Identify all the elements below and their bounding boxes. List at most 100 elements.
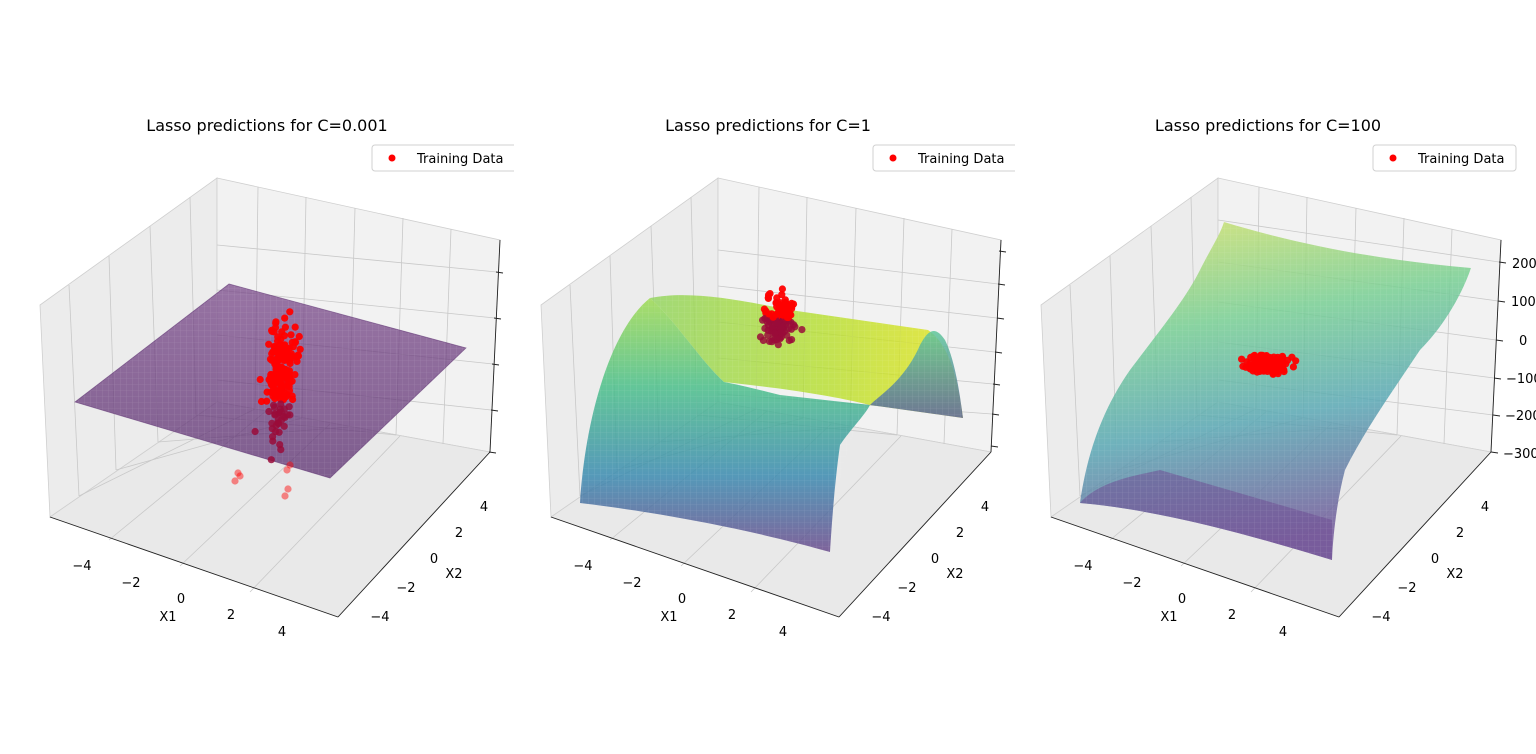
data-point	[1250, 352, 1258, 360]
data-point	[1289, 363, 1297, 371]
y-tick-label: 0	[931, 552, 939, 567]
data-point	[280, 332, 288, 340]
data-point	[766, 290, 774, 298]
data-point	[268, 350, 276, 358]
data-point	[1262, 358, 1270, 366]
data-point	[776, 329, 785, 337]
data-point	[288, 338, 296, 347]
data-point	[275, 376, 283, 384]
x-tick-label: 4	[1279, 625, 1287, 640]
x-tick-label: −2	[121, 576, 140, 591]
x-tick-label: 0	[678, 592, 686, 607]
data-point	[267, 456, 275, 464]
data-point	[270, 403, 279, 411]
data-point	[287, 331, 295, 339]
y-tick-label: −2	[396, 581, 415, 596]
y-tick-label: −4	[1371, 610, 1390, 625]
y-tick-label: 4	[480, 500, 488, 515]
training-scatter	[1238, 351, 1300, 378]
subplot-3: Lasso predictions for C=100	[1040, 116, 1536, 640]
y-tick-label: 2	[455, 526, 463, 541]
data-point	[798, 326, 806, 334]
data-point	[281, 492, 289, 500]
x-tick-label: 2	[728, 608, 736, 623]
x-tick-label: 4	[779, 625, 787, 640]
x-axis: −4 −2 0 2 4 X1	[1073, 559, 1287, 640]
data-point	[286, 461, 294, 469]
y-axis-label: X2	[445, 567, 462, 582]
y-tick-label: 2	[956, 526, 964, 541]
data-point	[291, 371, 299, 379]
data-point	[280, 405, 288, 413]
data-point	[280, 389, 288, 397]
z-tick-label: −200	[1505, 409, 1536, 424]
legend-marker	[1389, 154, 1397, 162]
data-point	[291, 323, 299, 331]
data-point	[294, 352, 303, 360]
y-axis-label: X2	[946, 567, 963, 582]
data-point	[1257, 351, 1265, 359]
data-point	[769, 313, 777, 321]
x-tick-label: 4	[278, 625, 286, 640]
data-point	[284, 485, 292, 493]
data-point	[231, 477, 239, 485]
y-tick-label: −4	[871, 610, 890, 625]
axis-lines	[49, 239, 501, 618]
data-point	[764, 331, 772, 339]
data-point	[251, 427, 259, 436]
x-tick-label: −4	[573, 559, 592, 574]
data-point	[257, 397, 266, 406]
data-point	[1254, 363, 1263, 372]
data-point	[283, 411, 291, 419]
data-point	[771, 329, 779, 337]
data-point	[293, 357, 301, 365]
y-tick-label: 2	[1456, 526, 1464, 541]
data-point	[774, 341, 782, 349]
legend-label: Training Data	[416, 152, 503, 167]
data-point	[277, 383, 285, 391]
data-point	[272, 391, 280, 399]
z-tick-label: 100	[1511, 295, 1536, 310]
y-axis: −4 −2 0 2 4 X2	[871, 500, 989, 625]
data-point	[1271, 363, 1279, 371]
data-point	[271, 343, 279, 351]
data-point	[271, 323, 280, 332]
y-axis: −4 −2 0 2 4 X2	[1371, 500, 1489, 625]
data-point	[269, 433, 277, 441]
y-tick-label: 4	[1481, 500, 1489, 515]
x-tick-label: 2	[1228, 608, 1236, 623]
y-tick-label: −2	[897, 581, 916, 596]
data-point	[785, 336, 793, 345]
subplot-2: Lasso predictions for C=1	[540, 116, 1026, 640]
data-point	[286, 352, 294, 360]
y-tick-label: 0	[1431, 552, 1439, 567]
subplot-1: Lasso predictions for C=0.001	[39, 116, 525, 640]
data-point	[275, 367, 283, 375]
data-point	[772, 299, 780, 307]
data-point	[1279, 364, 1287, 373]
z-axis	[990, 250, 1007, 448]
axis-lines	[550, 239, 1002, 618]
x-axis-label: X1	[660, 610, 677, 625]
data-point	[288, 392, 296, 400]
data-point	[778, 291, 786, 299]
x-tick-label: 0	[177, 592, 185, 607]
data-point	[283, 466, 291, 474]
x-tick-label: −4	[72, 559, 91, 574]
z-tick-label: 200	[1512, 257, 1536, 272]
data-point	[296, 345, 304, 353]
x-axis: −4 −2 0 2 4 X1	[573, 559, 787, 640]
data-point	[780, 303, 788, 311]
data-point	[1239, 362, 1247, 370]
data-point	[768, 338, 776, 346]
training-scatter	[756, 285, 806, 349]
data-point	[778, 285, 787, 293]
legend-marker	[889, 154, 897, 162]
z-tick-label: −300	[1503, 447, 1536, 462]
data-point	[234, 469, 242, 477]
data-point	[295, 332, 303, 341]
legend-label: Training Data	[1417, 152, 1504, 167]
z-tick-label: 0	[1519, 334, 1527, 349]
data-point	[1288, 353, 1296, 361]
x-axis-label: X1	[1160, 610, 1177, 625]
